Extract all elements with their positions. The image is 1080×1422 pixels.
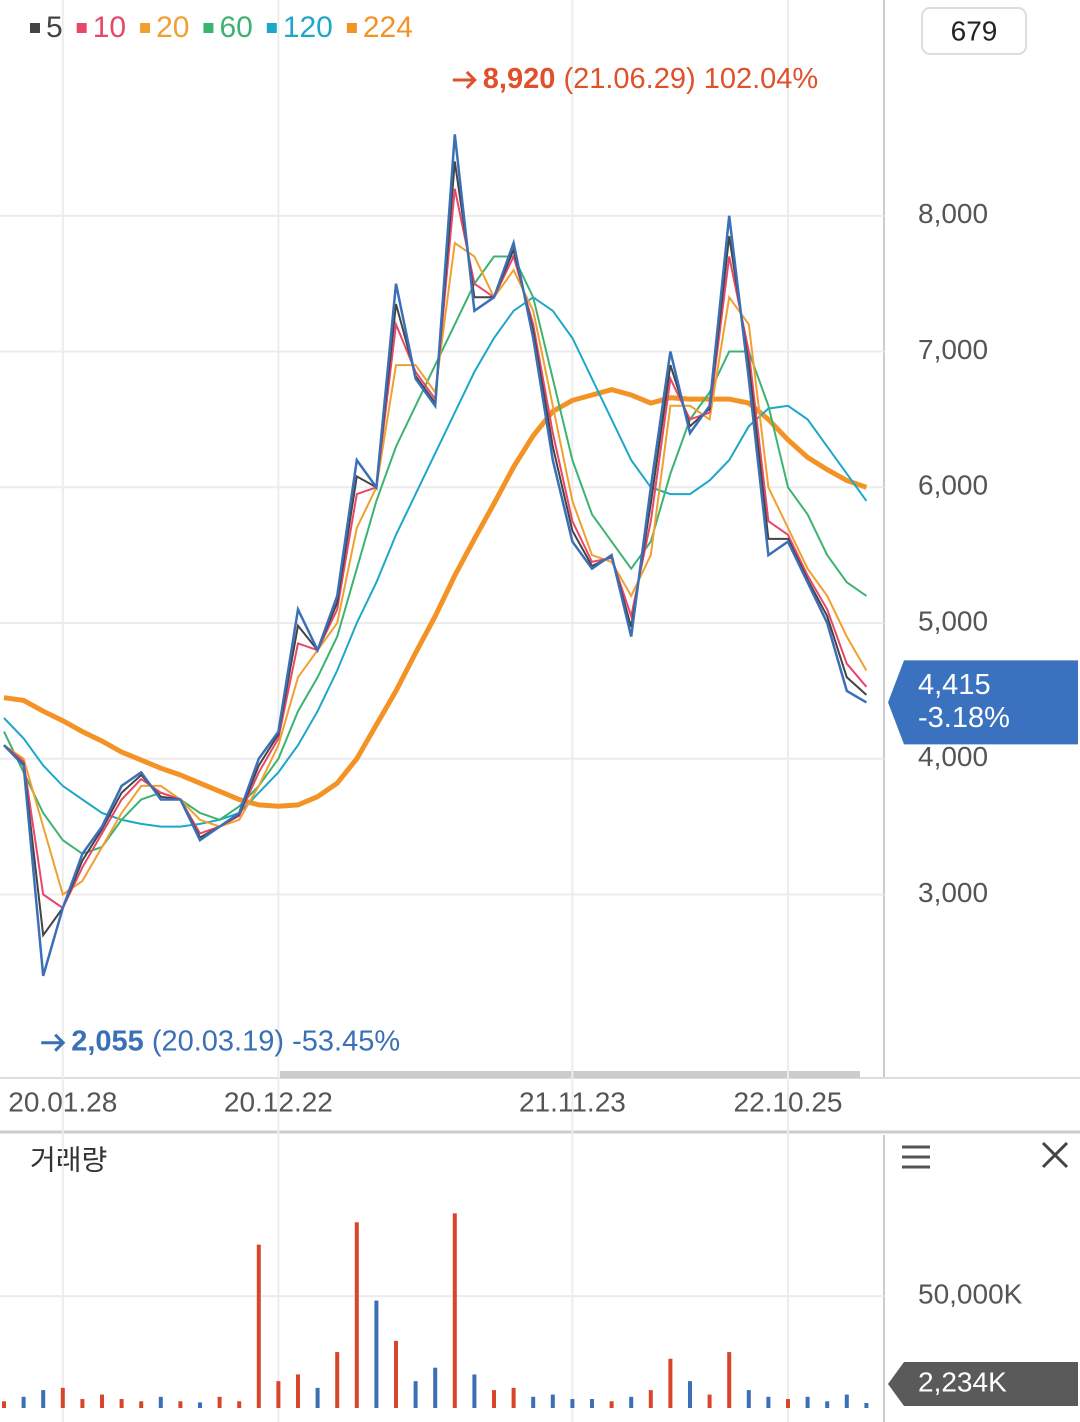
volume-bar bbox=[472, 1374, 477, 1408]
volume-bar bbox=[158, 1396, 163, 1408]
legend-label: 120 bbox=[283, 11, 333, 44]
volume-bar bbox=[413, 1381, 418, 1408]
last-volume-box bbox=[888, 1362, 1078, 1406]
volume-bar bbox=[531, 1396, 536, 1408]
x-tick-label: 20.12.22 bbox=[224, 1086, 333, 1117]
y-tick-label: 4,000 bbox=[918, 741, 988, 772]
y-tick-label: 50,000K bbox=[918, 1279, 1023, 1310]
price-line bbox=[3, 134, 868, 977]
volume-bar bbox=[296, 1374, 300, 1408]
volume-bar bbox=[2, 1401, 6, 1408]
volume-bar bbox=[452, 1213, 457, 1408]
legend-label: 20 bbox=[156, 11, 189, 44]
volume-bar bbox=[41, 1390, 46, 1408]
annotation: 2,055 (20.03.19) -53.45% bbox=[71, 1025, 400, 1057]
volume-bar bbox=[276, 1381, 281, 1408]
volume-bar bbox=[550, 1394, 555, 1408]
volume-bar bbox=[648, 1390, 653, 1408]
volume-bar bbox=[178, 1401, 183, 1408]
legend-swatch bbox=[203, 23, 214, 33]
last-change: -3.18% bbox=[918, 702, 1010, 734]
volume-bar bbox=[198, 1402, 202, 1408]
ma-line bbox=[3, 255, 867, 855]
volume-bar bbox=[786, 1399, 790, 1408]
annotation-date: (20.03.19) bbox=[152, 1025, 284, 1057]
legend-label: 60 bbox=[219, 11, 252, 44]
legend-swatch bbox=[266, 23, 277, 33]
ma-line bbox=[3, 296, 868, 828]
volume-bar bbox=[21, 1396, 26, 1408]
volume-bar bbox=[805, 1396, 810, 1408]
menu-icon[interactable] bbox=[902, 1145, 930, 1169]
volume-bar bbox=[590, 1399, 594, 1408]
volume-bar bbox=[354, 1222, 359, 1408]
volume-bar bbox=[766, 1396, 771, 1408]
volume-bar bbox=[511, 1387, 516, 1408]
annotation-label: 8,920 bbox=[483, 63, 556, 95]
volume-bar bbox=[629, 1396, 634, 1408]
annotation: 8,920 (21.06.29) 102.04% bbox=[483, 63, 818, 95]
volume-bar bbox=[315, 1387, 320, 1408]
legend-label: 5 bbox=[46, 11, 63, 44]
volume-bar bbox=[374, 1300, 379, 1408]
legend-swatch bbox=[346, 23, 357, 33]
volume-bar bbox=[825, 1401, 830, 1408]
y-tick-label: 3,000 bbox=[918, 877, 988, 908]
x-tick-label: 21.11.23 bbox=[519, 1086, 626, 1117]
y-tick-label: 8,000 bbox=[918, 198, 988, 229]
y-tick-label: 7,000 bbox=[918, 334, 988, 365]
last-volume-label: 2,234K bbox=[918, 1366, 1007, 1397]
volume-bar bbox=[256, 1244, 261, 1408]
volume-bar bbox=[570, 1399, 575, 1408]
badge-box bbox=[921, 7, 1027, 55]
annotation-arrow bbox=[41, 1033, 66, 1052]
volume-bar bbox=[100, 1394, 104, 1408]
y-tick-label: 5,000 bbox=[918, 605, 988, 636]
last-price: 4,415 bbox=[918, 669, 991, 701]
legend-swatch bbox=[30, 23, 40, 33]
volume-bar bbox=[492, 1390, 496, 1408]
volume-bar bbox=[727, 1352, 732, 1408]
annotation-date: (21.06.29) bbox=[563, 63, 695, 95]
volume-bar bbox=[609, 1401, 614, 1408]
x-tick-label: 20.01.28 bbox=[8, 1086, 117, 1117]
ma-line bbox=[3, 188, 868, 910]
annotation-label: 2,055 bbox=[71, 1025, 144, 1057]
ma-line bbox=[3, 387, 868, 809]
close-icon[interactable] bbox=[1041, 1141, 1069, 1169]
y-tick-label: 6,000 bbox=[918, 470, 988, 501]
legend-swatch bbox=[76, 23, 87, 33]
annotation-change: 102.04% bbox=[704, 63, 819, 95]
badge: 679 bbox=[951, 15, 998, 46]
volume-title: 거래량 bbox=[30, 1144, 107, 1175]
annotation-arrow bbox=[452, 70, 477, 90]
volume-bar bbox=[668, 1358, 673, 1408]
annotation-change: -53.45% bbox=[292, 1025, 400, 1057]
legend-label: 224 bbox=[363, 11, 413, 44]
x-tick-label: 22.10.25 bbox=[734, 1086, 843, 1117]
scroll-bar[interactable] bbox=[280, 1071, 860, 1078]
volume-bar bbox=[217, 1396, 222, 1408]
volume-bar bbox=[394, 1340, 398, 1408]
volume-bar bbox=[335, 1352, 340, 1408]
volume-bar bbox=[433, 1367, 438, 1408]
volume-bar bbox=[237, 1401, 242, 1408]
volume-bar bbox=[60, 1387, 65, 1408]
volume-bar bbox=[80, 1399, 85, 1408]
volume-bar bbox=[119, 1399, 124, 1408]
volume-bar bbox=[688, 1381, 692, 1408]
volume-bar bbox=[844, 1394, 849, 1408]
volume-bar bbox=[864, 1403, 869, 1408]
legend-label: 10 bbox=[93, 11, 126, 44]
last-price-box bbox=[888, 660, 1078, 745]
volume-bar bbox=[139, 1401, 144, 1408]
volume-bar bbox=[707, 1394, 712, 1408]
legend-swatch bbox=[140, 23, 151, 33]
ma-line bbox=[3, 241, 868, 897]
volume-bar bbox=[746, 1390, 751, 1408]
